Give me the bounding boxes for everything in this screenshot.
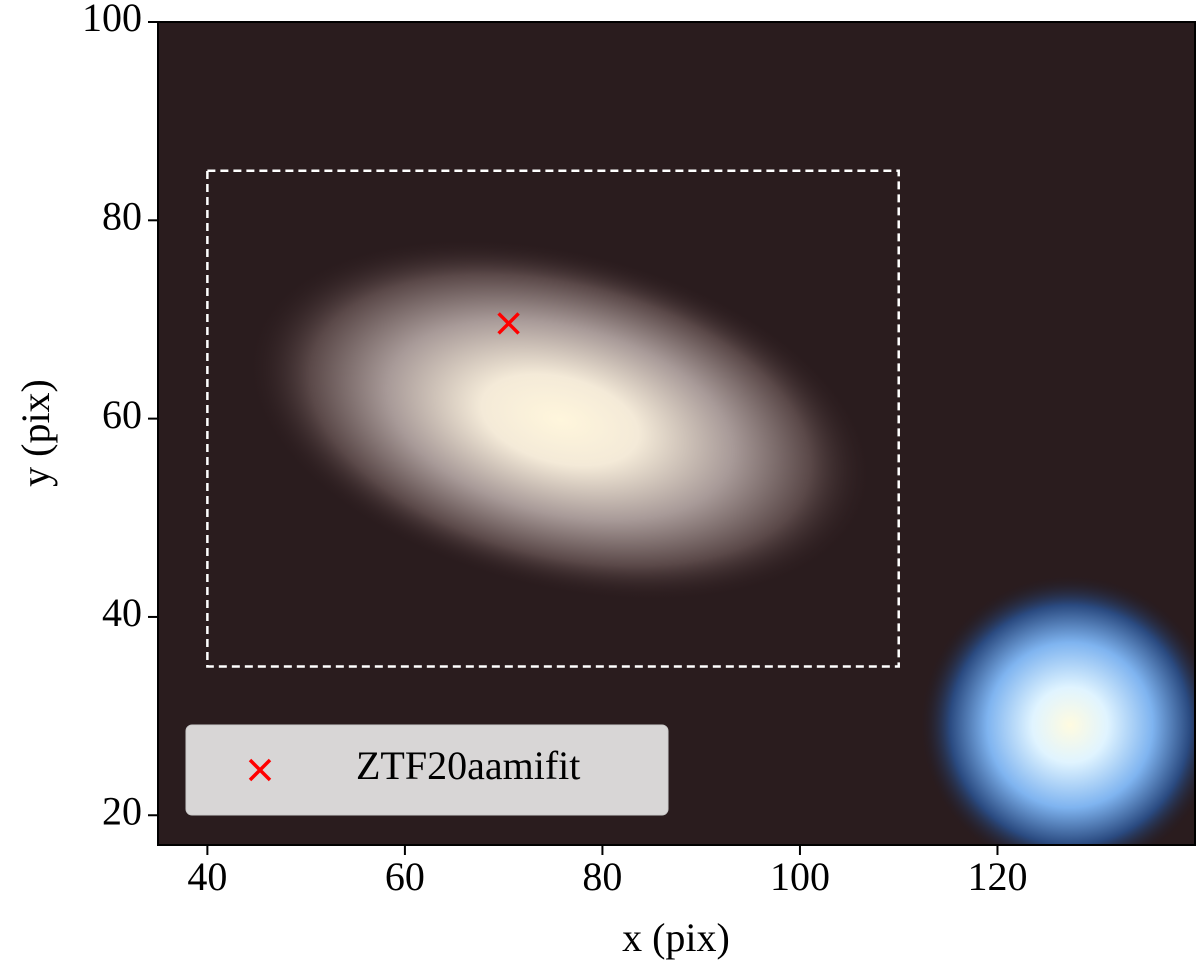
plot-layer: ZTF20aamifit xyxy=(185,169,900,816)
x-axis-label: x (pix) xyxy=(622,915,730,960)
frame xyxy=(157,21,1196,846)
x-tick-label: 100 xyxy=(770,854,830,899)
legend-label: ZTF20aamifit xyxy=(356,743,580,788)
y-axis-label: y (pix) xyxy=(13,379,58,487)
x-tick-label: 40 xyxy=(187,854,227,899)
y-tick-label: 20 xyxy=(102,788,142,833)
image xyxy=(158,22,1195,845)
y-tick-label: 100 xyxy=(82,0,142,40)
y-tick-label: 60 xyxy=(102,392,142,437)
y-tick-label: 80 xyxy=(102,193,142,238)
marker xyxy=(497,312,520,335)
x-tick-label: 80 xyxy=(582,854,622,899)
legend-marker xyxy=(248,758,272,782)
legend-box xyxy=(185,724,669,816)
x-tick-label: 60 xyxy=(385,854,425,899)
y-tick-label: 40 xyxy=(102,590,142,635)
x-tick-label: 120 xyxy=(967,854,1027,899)
region-box xyxy=(206,169,900,668)
